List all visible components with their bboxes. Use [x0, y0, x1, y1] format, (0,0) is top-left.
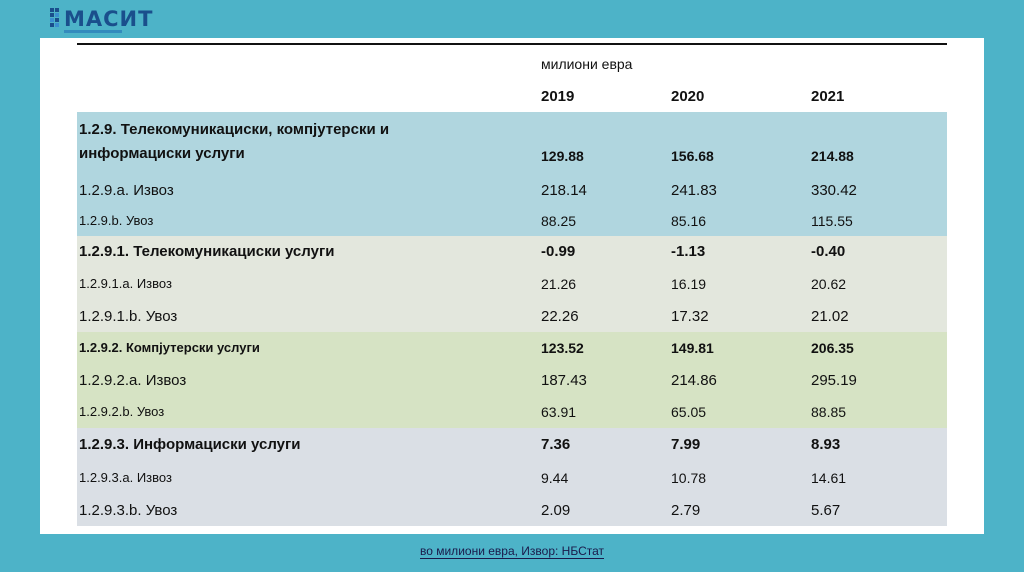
table-row: 1.2.9.3. Информациски услуги 7.36 7.99 8… — [77, 428, 947, 462]
cell-2020: 65.05 — [671, 404, 707, 420]
table-row: 1.2.9.2.b. Увоз 63.91 65.05 88.85 — [77, 396, 947, 428]
cell-2021: 206.35 — [811, 340, 854, 356]
cell-2020: 241.83 — [671, 182, 717, 199]
year-header-2019: 2019 — [541, 88, 575, 105]
table-row: 1.2.9. Телекомуникациски, компјутерски и… — [77, 112, 947, 174]
cell-2021: 21.02 — [811, 308, 849, 325]
cell-2020: 17.32 — [671, 308, 709, 325]
cell-2020: 7.99 — [671, 436, 701, 453]
row-label: 1.2.9.1.a. Извоз — [79, 276, 172, 291]
cell-2021: 8.93 — [811, 436, 841, 453]
row-label: 1.2.9.1.b. Увоз — [79, 308, 178, 325]
masit-logo: МАСИТ — [50, 6, 153, 36]
table-row: 1.2.9.2.a. Извоз 187.43 214.86 295.19 — [77, 364, 947, 396]
row-label: 1.2.9. Телекомуникациски, компјутерски и — [79, 121, 390, 138]
row-label: 1.2.9.3.b. Увоз — [79, 502, 178, 519]
logo-mark-icon — [50, 8, 64, 30]
cell-2020: -1.13 — [671, 243, 706, 260]
source-caption: во милиони евра, Извор: НБСтат — [0, 544, 1024, 559]
table-row: 1.2.9.1. Телекомуникациски услуги -0.99 … — [77, 236, 947, 268]
row-label: 1.2.9.2. Компјутерски услуги — [79, 340, 260, 355]
cell-2019: -0.99 — [541, 243, 576, 260]
logo-text: МАСИТ — [64, 7, 154, 31]
cell-2021: 295.19 — [811, 372, 857, 389]
cell-2019: 187.43 — [541, 372, 587, 389]
table-row: 1.2.9.1.b. Увоз 22.26 17.32 21.02 — [77, 300, 947, 332]
cell-2019: 2.09 — [541, 502, 571, 519]
table-row: 1.2.9.2. Компјутерски услуги 123.52 149.… — [77, 332, 947, 364]
row-label: 1.2.9.2.b. Увоз — [79, 404, 165, 419]
cell-2019: 123.52 — [541, 340, 584, 356]
cell-2020: 214.86 — [671, 372, 717, 389]
cell-2019: 22.26 — [541, 308, 579, 325]
table-row: 1.2.9.3.a. Извоз 9.44 10.78 14.61 — [77, 462, 947, 494]
cell-2021: 88.85 — [811, 404, 847, 420]
cell-2021: 330.42 — [811, 182, 857, 199]
row-label: 1.2.9.2.a. Извоз — [79, 372, 187, 389]
cell-2019: 63.91 — [541, 404, 577, 420]
table-row: 1.2.9.1.a. Извоз 21.26 16.19 20.62 — [77, 268, 947, 300]
row-label: 1.2.9.1. Телекомуникациски услуги — [79, 243, 335, 260]
cell-2019: 7.36 — [541, 436, 571, 453]
row-label: 1.2.9.3.a. Извоз — [79, 470, 172, 485]
row-label: 1.2.9.a. Извоз — [79, 182, 174, 199]
table-row: 1.2.9.3.b. Увоз 2.09 2.79 5.67 — [77, 494, 947, 526]
cell-2021: 115.55 — [811, 213, 853, 229]
cell-2021: 5.67 — [811, 502, 841, 519]
table-row: 1.2.9.b. Увоз 88.25 85.16 115.55 — [77, 206, 947, 236]
table-panel: милиони евра 2019 2020 2021 1.2.9. Телек… — [40, 38, 984, 534]
year-header-2020: 2020 — [671, 88, 705, 105]
cell-2020: 16.19 — [671, 276, 707, 292]
cell-2019: 218.14 — [541, 182, 587, 199]
cell-2020: 10.78 — [671, 470, 707, 486]
row-label-cont: информациски услуги — [79, 145, 245, 162]
cell-2019: 9.44 — [541, 470, 569, 486]
year-header-2021: 2021 — [811, 88, 845, 105]
cell-2021: 214.88 — [811, 148, 854, 164]
source-caption-text: во милиони евра, Извор: НБСтат — [419, 544, 605, 559]
row-label: 1.2.9.b. Увоз — [79, 213, 154, 228]
cell-2021: 20.62 — [811, 276, 847, 292]
cell-2019: 129.88 — [541, 148, 584, 164]
cell-2019: 88.25 — [541, 213, 577, 229]
cell-2020: 149.81 — [671, 340, 714, 356]
cell-2020: 85.16 — [671, 213, 707, 229]
cell-2020: 156.68 — [671, 148, 714, 164]
cell-2021: 14.61 — [811, 470, 847, 486]
cell-2020: 2.79 — [671, 502, 701, 519]
unit-label: милиони евра — [541, 56, 633, 72]
table-top-rule — [77, 43, 947, 45]
row-label: 1.2.9.3. Информациски услуги — [79, 436, 301, 453]
cell-2021: -0.40 — [811, 243, 846, 260]
logo-tagline — [64, 30, 122, 33]
table-row: 1.2.9.a. Извоз 218.14 241.83 330.42 — [77, 174, 947, 206]
cell-2019: 21.26 — [541, 276, 577, 292]
